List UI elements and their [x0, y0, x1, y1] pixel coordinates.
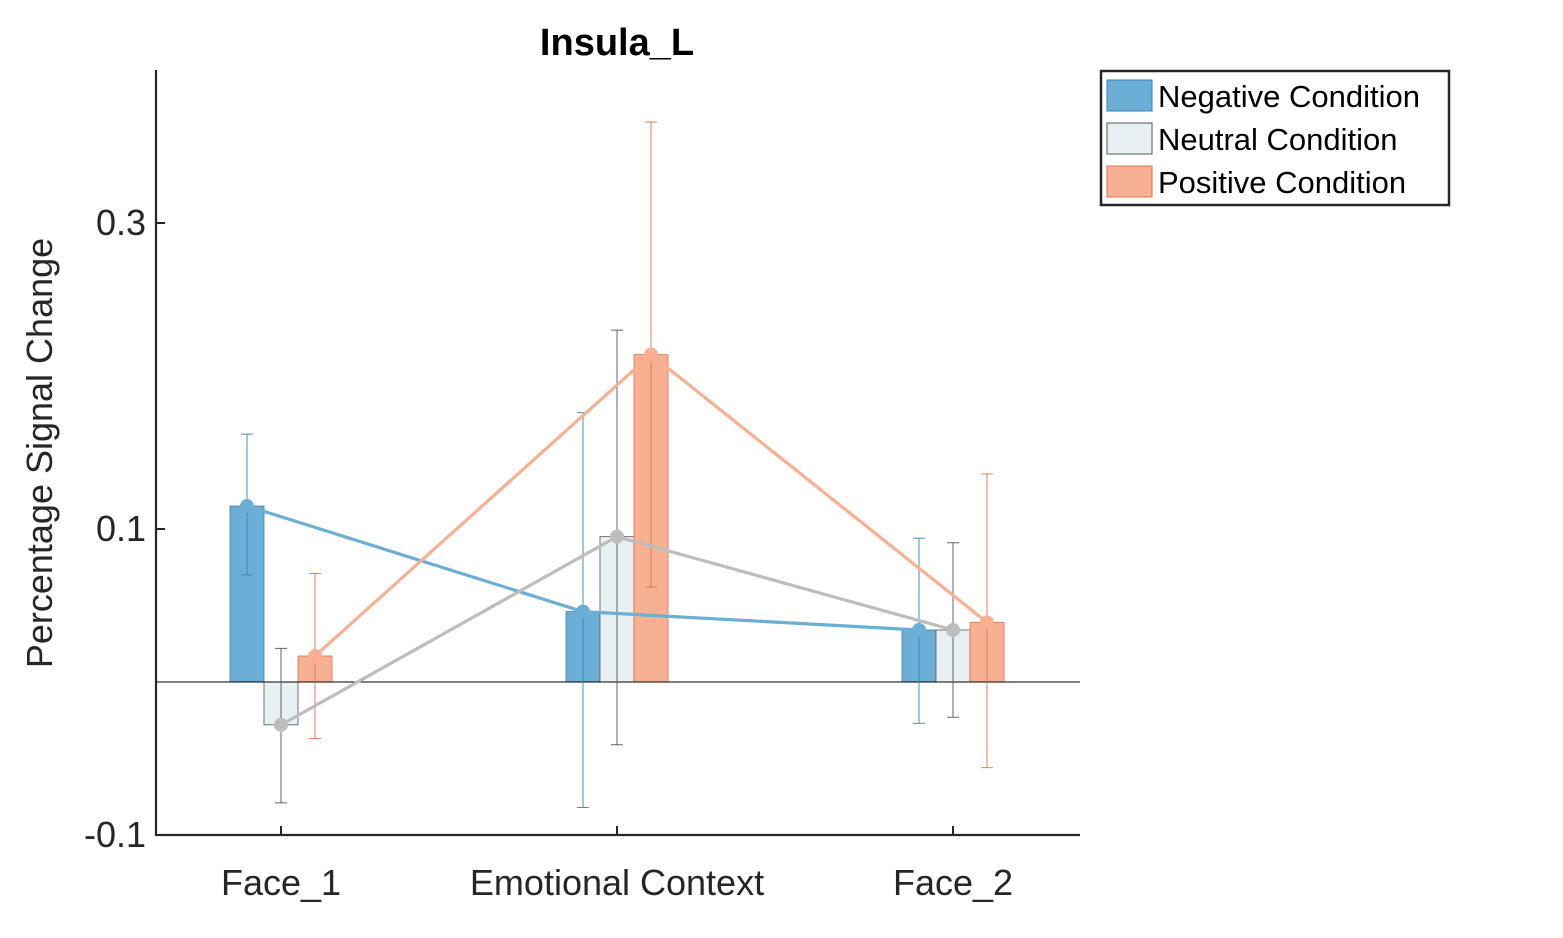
y-axis-label: Percentage Signal Change — [19, 238, 60, 668]
y-tick-label: 0.1 — [96, 508, 146, 549]
legend-label: Neutral Condition — [1158, 122, 1398, 157]
series-point — [308, 648, 322, 663]
x-tick-label: Face_1 — [221, 862, 341, 903]
legend-swatch — [1106, 165, 1153, 198]
series-point — [912, 622, 926, 637]
legend-label: Negative Condition — [1158, 79, 1420, 114]
series-point — [946, 622, 960, 637]
legend-label: Positive Condition — [1158, 165, 1406, 200]
legend: Negative Condition Neutral Condition Posit… — [1099, 69, 1451, 207]
series-point — [980, 615, 994, 630]
y-tick-label: -0.1 — [84, 814, 146, 855]
series-point — [576, 604, 590, 619]
x-tick-label: Face_2 — [893, 862, 1013, 903]
series-point — [240, 499, 254, 514]
series-point — [644, 347, 658, 362]
chart-title: Insula_L — [540, 22, 694, 64]
legend-swatch — [1106, 79, 1153, 112]
series-point — [274, 717, 288, 732]
legend-box — [1099, 69, 1451, 207]
plot-area: -0.1 0.1 0.3 Face_1 Emotional Context Face_2 — [84, 70, 1080, 903]
series-point — [610, 529, 624, 544]
y-tick-label: 0.3 — [96, 202, 146, 243]
x-tick-label: Emotional Context — [470, 862, 764, 903]
legend-swatch — [1106, 122, 1153, 155]
